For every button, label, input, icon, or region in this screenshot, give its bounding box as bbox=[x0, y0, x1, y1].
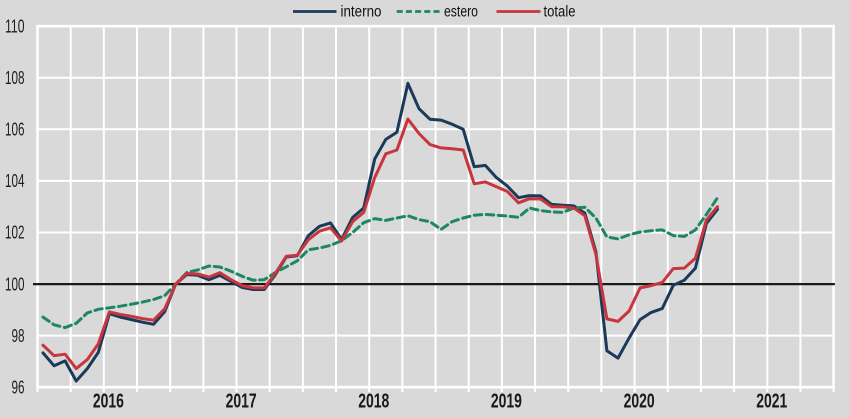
svg-text:totale: totale bbox=[544, 4, 576, 21]
svg-text:100: 100 bbox=[5, 274, 25, 294]
svg-text:110: 110 bbox=[5, 16, 25, 36]
svg-text:104: 104 bbox=[5, 171, 25, 191]
svg-text:interno: interno bbox=[341, 4, 382, 21]
svg-text:106: 106 bbox=[5, 120, 25, 140]
svg-text:2018: 2018 bbox=[358, 391, 389, 413]
svg-text:estero: estero bbox=[444, 4, 478, 21]
svg-text:2019: 2019 bbox=[491, 391, 522, 413]
svg-text:96: 96 bbox=[12, 377, 25, 397]
svg-text:2016: 2016 bbox=[93, 391, 124, 413]
svg-text:108: 108 bbox=[5, 68, 25, 88]
svg-text:2021: 2021 bbox=[756, 391, 787, 413]
svg-text:2017: 2017 bbox=[226, 391, 257, 413]
svg-text:2020: 2020 bbox=[624, 391, 655, 413]
svg-text:98: 98 bbox=[12, 326, 25, 346]
svg-text:102: 102 bbox=[5, 223, 25, 243]
